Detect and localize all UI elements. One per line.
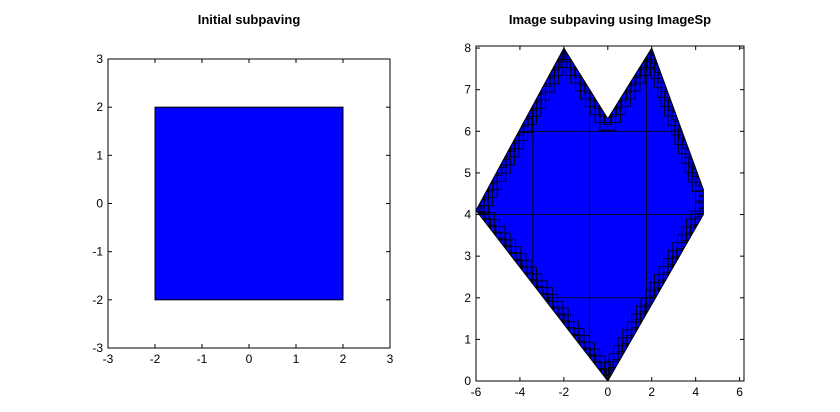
- x-tick-label: -4: [515, 385, 526, 399]
- y-tick-label: 5: [464, 166, 471, 180]
- x-tick-label: 6: [736, 385, 743, 399]
- y-tick-label: 0: [96, 197, 103, 211]
- y-tick-label: -2: [92, 293, 103, 307]
- subpaving-box: [555, 48, 573, 60]
- y-tick-label: 7: [464, 83, 471, 97]
- chart-title: Initial subpaving: [198, 12, 301, 27]
- subpaving-box: [603, 374, 613, 381]
- left-axes: Initial subpaving -3 -2 -1 0 1 2 3 -3 -2 -1 0 1 2 3: [92, 12, 393, 366]
- subpaving-box: [559, 48, 569, 55]
- data-layer: [154, 106, 344, 301]
- x-tick-label: 2: [340, 352, 347, 366]
- y-tick-label: 2: [96, 100, 103, 114]
- y-tick-label: 3: [96, 52, 103, 66]
- y-tick-label: 0: [464, 374, 471, 388]
- x-tick-label: 4: [692, 385, 699, 399]
- subpaving-box: [647, 48, 657, 55]
- y-tick-label: 2: [464, 291, 471, 305]
- x-tick-label: 2: [648, 385, 655, 399]
- x-tick-label: 1: [293, 352, 300, 366]
- subpaving-box: [476, 204, 481, 217]
- subpaving-box: [154, 106, 344, 301]
- right-axes: Image subpaving using ImageSp -6 -4 -2 0 2 4 6 0…: [464, 12, 745, 399]
- y-tick-label: 1: [96, 148, 103, 162]
- y-tick-label: 8: [464, 41, 471, 55]
- x-tick-label: 0: [604, 385, 611, 399]
- x-tick-label: -1: [197, 352, 208, 366]
- x-tick-label: 3: [387, 352, 394, 366]
- subpaving-box: [643, 48, 660, 60]
- x-tick-label: -3: [103, 352, 114, 366]
- y-tick-label: 3: [464, 249, 471, 263]
- axes-frame: [475, 45, 745, 382]
- x-tick-label: -6: [471, 385, 482, 399]
- y-tick-label: -1: [92, 245, 103, 259]
- chart-title: Image subpaving using ImageSp: [509, 12, 711, 27]
- x-tick-label: -2: [150, 352, 161, 366]
- region-outline: [476, 46, 704, 381]
- subpaving-box: [599, 369, 617, 381]
- y-tick-label: 6: [464, 124, 471, 138]
- y-tick-label: 4: [464, 208, 471, 222]
- x-tick-label: 0: [246, 352, 253, 366]
- x-tick-label: -2: [559, 385, 570, 399]
- y-tick-label: -3: [92, 341, 103, 355]
- y-tick-label: 1: [464, 332, 471, 346]
